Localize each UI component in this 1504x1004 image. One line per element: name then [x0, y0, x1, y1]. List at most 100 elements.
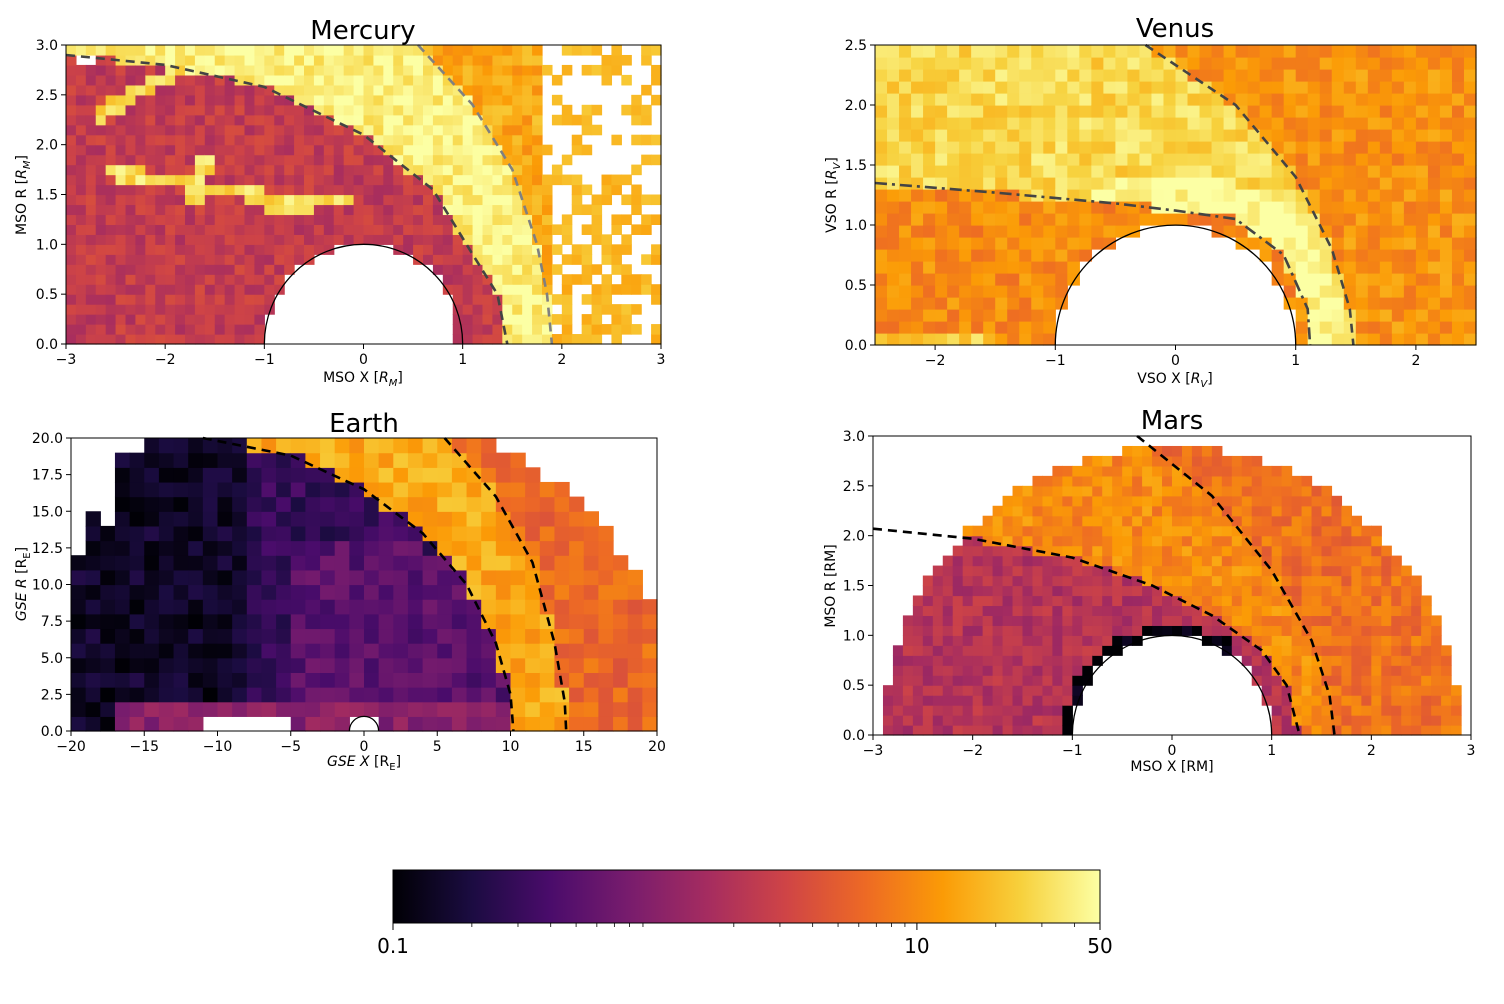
heatmap-cell — [1032, 715, 1044, 726]
heatmap-cell — [66, 254, 77, 265]
heatmap-cell — [353, 234, 365, 245]
heatmap-cell — [1042, 575, 1053, 587]
heatmap-cell — [1221, 595, 1233, 607]
heatmap-cell — [85, 687, 101, 703]
heatmap-cell — [173, 467, 189, 483]
heatmap-cell — [274, 45, 285, 56]
heatmap-cell — [437, 657, 453, 673]
heatmap-cell — [1092, 465, 1103, 477]
heatmap-cell — [442, 164, 454, 176]
heatmap-cell — [264, 104, 275, 116]
heatmap-cell — [1012, 605, 1024, 616]
heatmap-cell — [1371, 605, 1382, 616]
heatmap-cell — [1223, 201, 1237, 214]
heatmap-cell — [246, 525, 263, 542]
heatmap-cell — [875, 45, 888, 58]
heatmap-cell — [234, 94, 246, 106]
heatmap-cell — [1371, 715, 1382, 726]
heatmap-cell — [522, 334, 533, 345]
heatmap-cell — [173, 555, 189, 571]
heatmap-cell — [510, 569, 526, 586]
heatmap-cell — [598, 672, 614, 688]
heatmap-cell — [144, 599, 160, 615]
heatmap-cell — [1152, 505, 1163, 517]
heatmap-cell — [613, 701, 629, 717]
heatmap-cell — [364, 496, 380, 512]
boundary-line — [1144, 43, 1355, 346]
heatmap-cell — [992, 635, 1004, 646]
heatmap-cell — [363, 164, 375, 176]
heatmap-cell — [1451, 93, 1465, 106]
heatmap-cell — [158, 613, 175, 630]
heatmap-cell — [1251, 665, 1263, 676]
heatmap-cell — [1142, 535, 1153, 547]
heatmap-cell — [1343, 69, 1357, 82]
heatmap-cell — [261, 511, 277, 527]
heatmap-cell — [1187, 189, 1201, 202]
heatmap-cell — [1042, 495, 1053, 507]
heatmap-cell — [952, 575, 964, 587]
heatmap-cell — [1251, 595, 1263, 607]
heatmap-cell — [188, 467, 204, 483]
heatmap-cell — [1341, 525, 1352, 537]
heatmap-cell — [1055, 81, 1068, 94]
heatmap-cell — [95, 244, 107, 255]
heatmap-cell — [1062, 685, 1073, 696]
heatmap-cell — [922, 715, 934, 726]
heatmap-cell — [1331, 117, 1345, 130]
heatmap-cell — [115, 45, 127, 56]
heatmap-cell — [175, 124, 186, 136]
heatmap-cell — [125, 124, 137, 136]
heatmap-cell — [1122, 485, 1133, 497]
heatmap-cell — [1439, 153, 1453, 166]
heatmap-cell — [1103, 45, 1116, 58]
heatmap-cell — [403, 84, 414, 96]
heatmap-cell — [1281, 515, 1293, 527]
heatmap-cell — [1439, 273, 1453, 286]
heatmap-cell — [1082, 665, 1093, 676]
heatmap-cell — [144, 701, 160, 717]
heatmap-cell — [1391, 575, 1402, 587]
heatmap-cell — [194, 154, 206, 166]
heatmap-cell — [1221, 555, 1233, 567]
heatmap-cell — [1451, 189, 1465, 202]
heatmap-cell — [1067, 249, 1080, 262]
heatmap-cell — [95, 104, 107, 116]
heatmap-cell — [105, 254, 117, 265]
heatmap-cell — [1427, 285, 1441, 298]
heatmap-cell — [66, 274, 77, 285]
heatmap-cell — [1403, 69, 1417, 82]
heatmap-cell — [1199, 177, 1213, 190]
heatmap-cell — [1361, 565, 1372, 577]
heatmap-cell — [158, 701, 175, 717]
heatmap-cell — [1431, 705, 1442, 716]
heatmap-cell — [1187, 93, 1201, 106]
heatmap-cell — [432, 244, 444, 255]
heatmap-cell — [932, 595, 944, 607]
heatmap-cell — [393, 701, 409, 717]
heatmap-cell — [995, 93, 1008, 106]
heatmap-cell — [583, 555, 599, 571]
heatmap-cell — [1211, 445, 1223, 457]
heatmap-cell — [1012, 675, 1024, 686]
heatmap-cell — [935, 261, 948, 274]
heatmap-cell — [1259, 213, 1273, 226]
heatmap-cell — [393, 244, 404, 255]
heatmap-cell — [482, 174, 494, 186]
heatmap-cell — [173, 496, 189, 512]
heatmap-cell — [472, 134, 484, 146]
heatmap-cell — [1367, 333, 1381, 346]
heatmap-cell — [85, 254, 97, 265]
heatmap-cell — [525, 467, 541, 483]
heatmap-cell — [1415, 273, 1429, 286]
heatmap-cell — [1391, 177, 1405, 190]
heatmap-cell — [1411, 725, 1422, 736]
heatmap-cell — [1361, 625, 1372, 636]
heatmap-cell — [1043, 93, 1056, 106]
heatmap-cell — [1411, 665, 1422, 676]
heatmap-cell — [1022, 625, 1034, 636]
heatmap-cell — [284, 244, 295, 255]
heatmap-cell — [1401, 725, 1412, 736]
heatmap-cell — [349, 701, 365, 717]
heatmap-cell — [1421, 715, 1432, 726]
